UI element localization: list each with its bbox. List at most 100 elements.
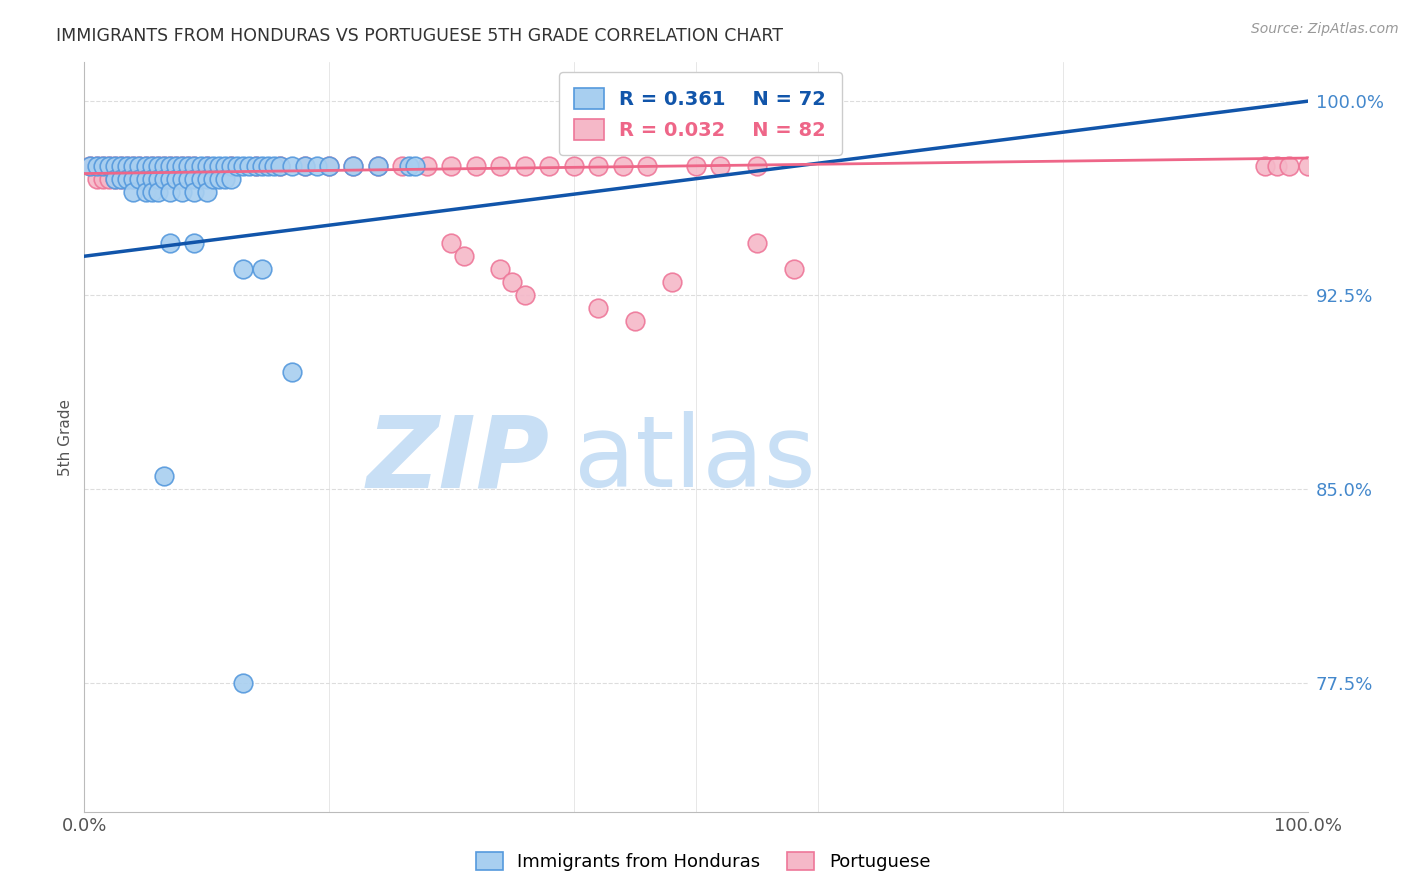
Point (172, 185, 194, 199)
Point (153, 159, 176, 173)
Point (538, 159, 561, 173)
Point (440, 159, 463, 173)
Point (226, 159, 249, 173)
Point (146, 171, 169, 186)
Point (219, 159, 242, 173)
Point (122, 171, 145, 186)
Point (513, 159, 536, 173)
Point (104, 171, 127, 186)
Point (128, 159, 150, 173)
Point (232, 159, 254, 173)
Point (159, 159, 181, 173)
Point (141, 159, 163, 173)
Point (245, 159, 267, 173)
Point (91, 159, 114, 173)
Point (79, 159, 101, 173)
Point (208, 171, 231, 186)
Point (783, 262, 806, 277)
Point (305, 159, 328, 173)
Point (104, 159, 127, 173)
Point (195, 185, 218, 199)
Point (562, 159, 585, 173)
Point (1296, 159, 1319, 173)
Point (1254, 159, 1277, 173)
Point (201, 159, 224, 173)
Point (263, 159, 285, 173)
Point (141, 171, 163, 186)
Text: Source: ZipAtlas.com: Source: ZipAtlas.com (1251, 22, 1399, 37)
Point (153, 159, 176, 173)
Point (404, 159, 426, 173)
Point (128, 171, 150, 186)
Point (238, 159, 260, 173)
Point (146, 159, 169, 173)
Point (1278, 159, 1301, 173)
Point (141, 185, 163, 199)
Point (201, 171, 224, 186)
Point (165, 159, 187, 173)
Point (624, 314, 647, 328)
Point (146, 159, 169, 173)
Legend: R = 0.361    N = 72, R = 0.032    N = 82: R = 0.361 N = 72, R = 0.032 N = 82 (560, 72, 842, 155)
Point (135, 185, 157, 199)
Point (146, 171, 169, 186)
Point (115, 171, 138, 186)
Point (195, 159, 218, 173)
Point (86, 171, 108, 186)
Point (110, 159, 132, 173)
Point (214, 159, 236, 173)
Point (232, 675, 254, 690)
Point (367, 159, 389, 173)
Point (318, 159, 340, 173)
Text: ZIP: ZIP (366, 411, 550, 508)
Point (115, 159, 138, 173)
Point (86, 159, 108, 173)
Point (190, 171, 212, 186)
Point (367, 159, 389, 173)
Point (208, 159, 231, 173)
Point (110, 171, 132, 186)
Point (110, 159, 132, 173)
Point (502, 275, 524, 289)
Point (172, 159, 194, 173)
Point (159, 236, 181, 251)
Point (177, 159, 200, 173)
Point (91, 159, 114, 173)
Point (115, 171, 138, 186)
Point (250, 159, 273, 173)
Point (214, 171, 236, 186)
Point (104, 171, 127, 186)
Point (122, 159, 145, 173)
Point (391, 159, 413, 173)
Point (513, 288, 536, 302)
Point (453, 249, 475, 263)
Point (318, 159, 340, 173)
Point (195, 171, 218, 186)
Point (153, 468, 176, 483)
Point (747, 236, 769, 251)
Y-axis label: 5th Grade: 5th Grade (58, 399, 73, 475)
Point (110, 171, 132, 186)
Point (232, 262, 254, 277)
Point (177, 159, 200, 173)
Point (661, 275, 683, 289)
Point (122, 171, 145, 186)
Legend: Immigrants from Honduras, Portuguese: Immigrants from Honduras, Portuguese (468, 845, 938, 879)
Point (586, 159, 609, 173)
Point (489, 262, 512, 277)
Point (135, 171, 157, 186)
Point (135, 159, 157, 173)
Point (294, 159, 316, 173)
Point (183, 159, 205, 173)
Point (586, 301, 609, 315)
Point (79, 159, 101, 173)
Point (86, 159, 108, 173)
Point (294, 159, 316, 173)
Point (612, 159, 634, 173)
Point (342, 159, 364, 173)
Point (146, 185, 169, 199)
Text: atlas: atlas (574, 411, 815, 508)
Point (165, 171, 187, 186)
Point (177, 171, 200, 186)
Point (135, 159, 157, 173)
